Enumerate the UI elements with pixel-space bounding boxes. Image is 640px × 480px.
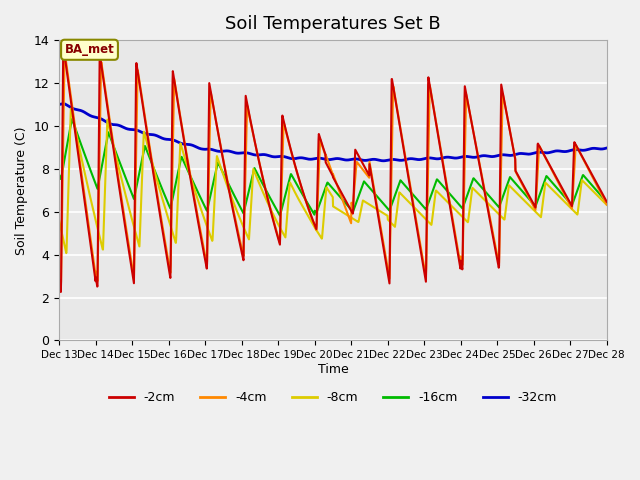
- -2cm: [84, 220, 92, 226]
- -8cm: [487, 204, 495, 209]
- -32cm: [380, 158, 387, 164]
- -8cm: [55, 217, 63, 223]
- Line: -32cm: -32cm: [59, 104, 607, 161]
- -8cm: [588, 186, 595, 192]
- -4cm: [61, 48, 68, 54]
- -16cm: [603, 199, 611, 205]
- -2cm: [57, 289, 65, 295]
- -16cm: [276, 213, 284, 218]
- -32cm: [588, 145, 595, 151]
- Line: -2cm: -2cm: [59, 45, 607, 292]
- Title: Soil Temperatures Set B: Soil Temperatures Set B: [225, 15, 441, 33]
- -4cm: [57, 283, 65, 288]
- -16cm: [487, 195, 495, 201]
- -32cm: [322, 156, 330, 162]
- -32cm: [55, 102, 63, 108]
- -32cm: [588, 146, 595, 152]
- -32cm: [84, 111, 92, 117]
- -8cm: [322, 189, 330, 195]
- -16cm: [68, 116, 76, 122]
- -8cm: [603, 202, 611, 208]
- X-axis label: Time: Time: [317, 363, 348, 376]
- -2cm: [55, 277, 63, 283]
- -16cm: [308, 207, 316, 213]
- Line: -8cm: -8cm: [59, 108, 607, 253]
- -8cm: [84, 183, 92, 189]
- Line: -16cm: -16cm: [59, 119, 607, 216]
- -2cm: [322, 160, 330, 166]
- -4cm: [84, 215, 92, 221]
- -4cm: [588, 171, 595, 177]
- -4cm: [603, 202, 611, 207]
- -4cm: [308, 214, 316, 220]
- -8cm: [308, 219, 316, 225]
- -4cm: [588, 172, 595, 178]
- -4cm: [487, 219, 495, 225]
- -16cm: [588, 181, 595, 187]
- -16cm: [55, 172, 63, 178]
- -8cm: [67, 106, 75, 111]
- -32cm: [60, 101, 68, 107]
- -2cm: [603, 199, 611, 204]
- -2cm: [588, 170, 595, 176]
- -2cm: [60, 42, 67, 48]
- Y-axis label: Soil Temperature (C): Soil Temperature (C): [15, 126, 28, 254]
- -2cm: [308, 214, 316, 219]
- Legend: -2cm, -4cm, -8cm, -16cm, -32cm: -2cm, -4cm, -8cm, -16cm, -32cm: [104, 386, 562, 409]
- Text: BA_met: BA_met: [65, 43, 115, 56]
- -8cm: [588, 187, 595, 192]
- -32cm: [603, 145, 611, 151]
- -16cm: [588, 181, 595, 187]
- -4cm: [55, 271, 63, 276]
- -4cm: [322, 153, 330, 158]
- -2cm: [487, 222, 495, 228]
- -16cm: [84, 159, 92, 165]
- Line: -4cm: -4cm: [59, 51, 607, 286]
- -32cm: [307, 156, 315, 162]
- -32cm: [487, 154, 495, 159]
- -2cm: [588, 170, 595, 176]
- -8cm: [63, 250, 70, 256]
- -16cm: [322, 184, 330, 190]
